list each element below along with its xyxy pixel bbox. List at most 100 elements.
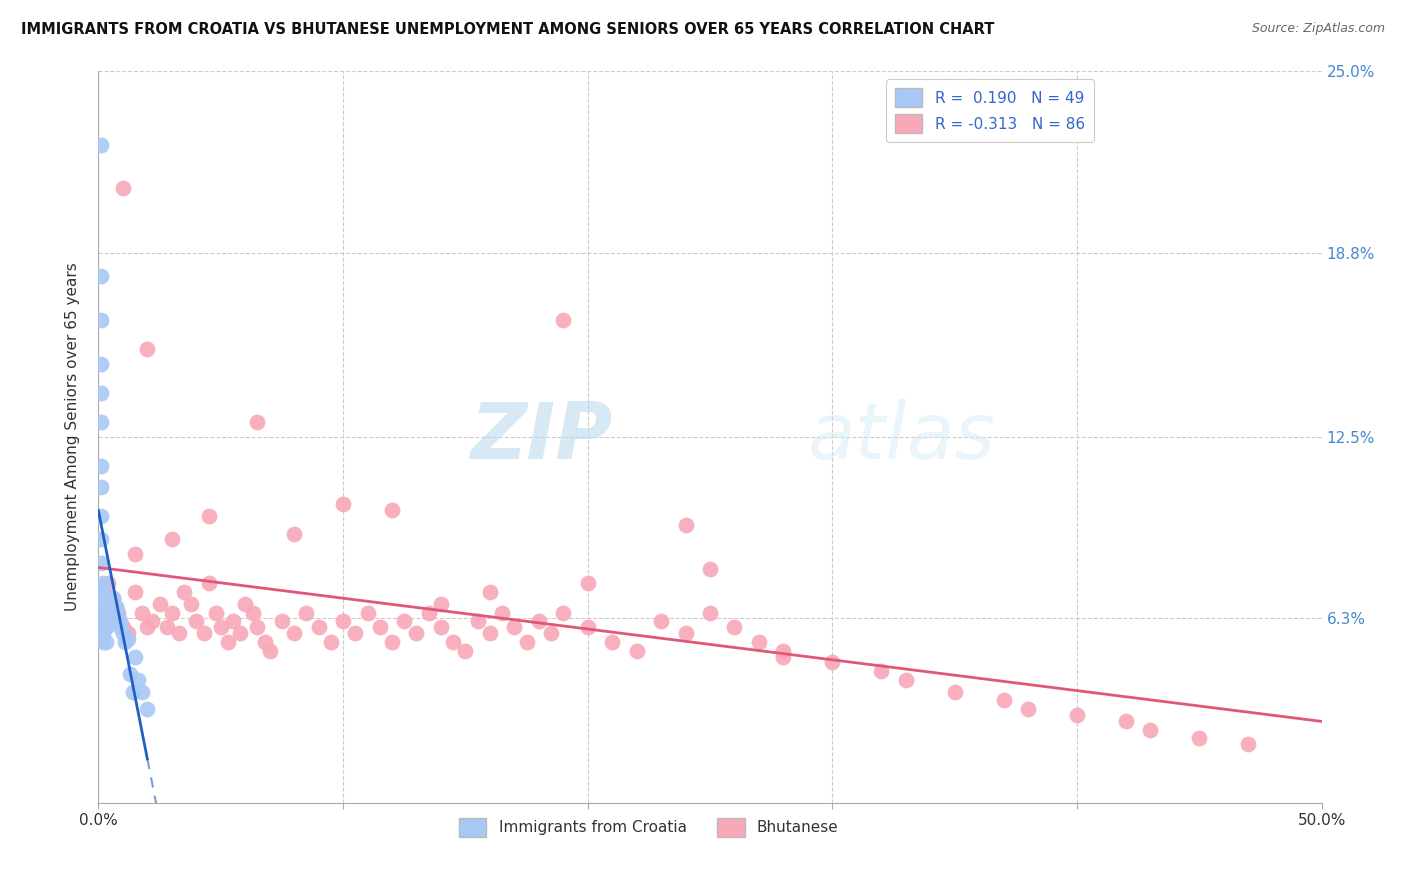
Point bbox=[160, 533, 183, 547]
Point bbox=[90, 459, 112, 474]
Point bbox=[131, 684, 153, 698]
Point bbox=[308, 620, 330, 634]
Point bbox=[91, 585, 114, 599]
Point bbox=[141, 615, 163, 629]
Text: Source: ZipAtlas.com: Source: ZipAtlas.com bbox=[1251, 22, 1385, 36]
Point bbox=[253, 635, 276, 649]
Point bbox=[1066, 708, 1088, 723]
Point bbox=[209, 620, 232, 634]
Point bbox=[993, 693, 1015, 707]
Point bbox=[772, 643, 794, 657]
Point bbox=[222, 615, 245, 629]
Point bbox=[576, 620, 599, 634]
Point bbox=[100, 611, 122, 625]
Point bbox=[101, 591, 124, 605]
Legend: Immigrants from Croatia, Bhutanese: Immigrants from Croatia, Bhutanese bbox=[453, 812, 845, 843]
Point bbox=[94, 635, 117, 649]
Point bbox=[332, 497, 354, 511]
Point bbox=[90, 556, 112, 570]
Point bbox=[136, 702, 159, 716]
Point bbox=[90, 591, 112, 605]
Point bbox=[90, 137, 112, 152]
Point bbox=[197, 576, 219, 591]
Point bbox=[217, 635, 239, 649]
Point bbox=[101, 606, 124, 620]
Point bbox=[104, 599, 127, 614]
Point bbox=[121, 684, 143, 698]
Point bbox=[527, 615, 550, 629]
Point bbox=[149, 597, 172, 611]
Point bbox=[246, 620, 269, 634]
Point bbox=[91, 626, 114, 640]
Point bbox=[478, 626, 501, 640]
Point bbox=[270, 615, 294, 629]
Point bbox=[205, 606, 228, 620]
Point bbox=[124, 585, 146, 599]
Point bbox=[90, 533, 112, 547]
Point bbox=[405, 626, 427, 640]
Text: IMMIGRANTS FROM CROATIA VS BHUTANESE UNEMPLOYMENT AMONG SENIORS OVER 65 YEARS CO: IMMIGRANTS FROM CROATIA VS BHUTANESE UNE… bbox=[21, 22, 994, 37]
Point bbox=[97, 615, 120, 629]
Point bbox=[723, 620, 745, 634]
Text: atlas: atlas bbox=[808, 399, 995, 475]
Point bbox=[167, 626, 190, 640]
Point bbox=[94, 620, 117, 634]
Point bbox=[107, 608, 129, 623]
Point bbox=[319, 635, 342, 649]
Point bbox=[1237, 737, 1260, 751]
Point bbox=[136, 343, 159, 357]
Point bbox=[1115, 714, 1137, 728]
Point bbox=[332, 615, 354, 629]
Point bbox=[675, 626, 697, 640]
Point bbox=[97, 576, 120, 591]
Point bbox=[110, 620, 132, 634]
Point bbox=[90, 386, 112, 401]
Point bbox=[1139, 723, 1161, 737]
Point bbox=[90, 416, 112, 430]
Point bbox=[101, 591, 124, 605]
Point bbox=[90, 313, 112, 327]
Point bbox=[441, 635, 464, 649]
Point bbox=[94, 594, 117, 608]
Point bbox=[111, 626, 134, 640]
Point bbox=[97, 606, 120, 620]
Point bbox=[503, 620, 526, 634]
Point bbox=[111, 181, 134, 195]
Point bbox=[894, 673, 917, 687]
Point bbox=[283, 626, 305, 640]
Point bbox=[748, 635, 770, 649]
Point bbox=[107, 606, 129, 620]
Point bbox=[467, 615, 489, 629]
Point bbox=[381, 635, 404, 649]
Point bbox=[229, 626, 252, 640]
Point bbox=[94, 620, 117, 634]
Point bbox=[356, 606, 378, 620]
Point bbox=[160, 606, 183, 620]
Point bbox=[91, 620, 114, 634]
Point bbox=[94, 606, 117, 620]
Point bbox=[90, 269, 112, 284]
Point bbox=[870, 664, 893, 678]
Point bbox=[675, 517, 697, 532]
Point bbox=[259, 643, 281, 657]
Point bbox=[418, 606, 440, 620]
Point bbox=[515, 635, 537, 649]
Point bbox=[127, 673, 149, 687]
Point bbox=[120, 667, 142, 681]
Point bbox=[381, 503, 404, 517]
Text: ZIP: ZIP bbox=[470, 399, 612, 475]
Point bbox=[943, 684, 966, 698]
Point bbox=[91, 576, 114, 591]
Point bbox=[90, 509, 112, 524]
Point bbox=[233, 597, 256, 611]
Y-axis label: Unemployment Among Seniors over 65 years: Unemployment Among Seniors over 65 years bbox=[65, 263, 80, 611]
Point bbox=[246, 416, 269, 430]
Point bbox=[124, 547, 146, 561]
Point bbox=[193, 626, 215, 640]
Point bbox=[100, 615, 122, 629]
Point bbox=[90, 579, 112, 593]
Point bbox=[821, 656, 844, 670]
Point bbox=[117, 632, 139, 646]
Point bbox=[100, 597, 122, 611]
Point bbox=[600, 635, 623, 649]
